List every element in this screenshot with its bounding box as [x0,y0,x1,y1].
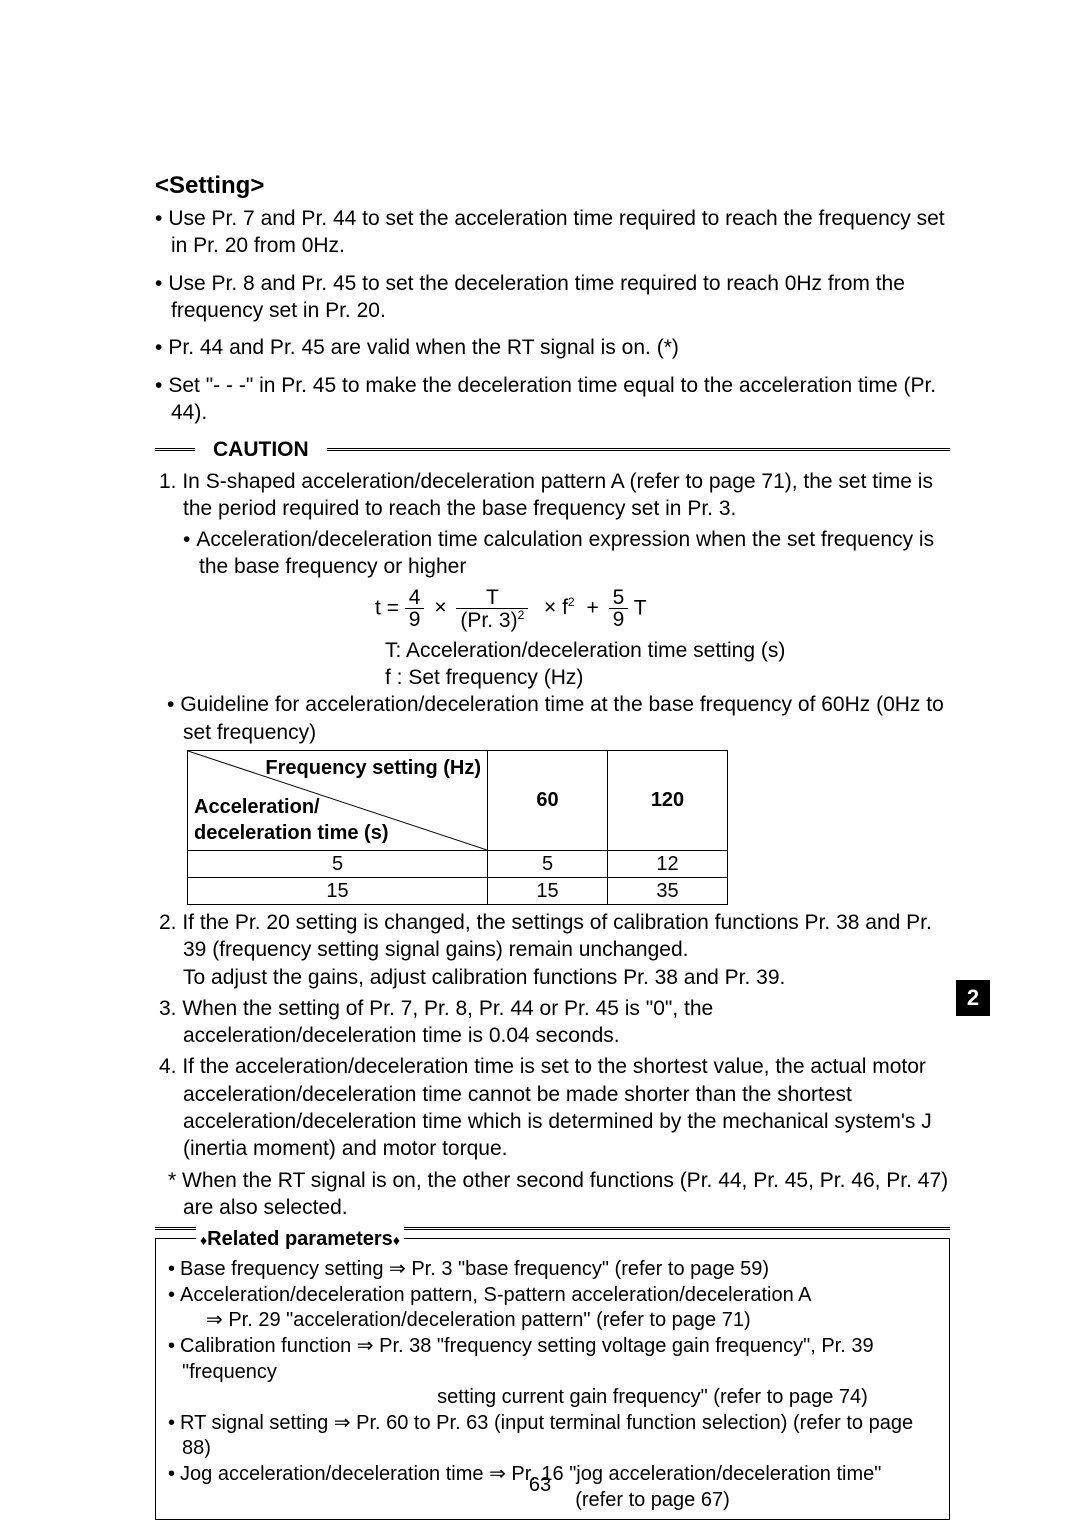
mul-1: × [430,596,450,619]
row-1-cell-1: 35 [608,877,728,904]
frac-2-den: (Pr. 3)2 [456,609,528,631]
related-line: ⇒ Pr. 29 "acceleration/deceleration patt… [166,1308,939,1334]
bullet-4: Set "- - -" in Pr. 45 to make the decele… [155,372,950,427]
related-title: ♦Related parameters♦ [196,1227,404,1253]
table-row: 5 5 12 [188,850,728,877]
frac-2: T (Pr. 3)2 [456,587,528,631]
setting-heading: <Setting> [155,170,950,201]
frac-3-den: 9 [609,609,629,630]
bullet-1: Use Pr. 7 and Pr. 44 to set the accelera… [155,205,950,260]
page-number: 63 [0,1472,1080,1498]
related-line: RT signal setting ⇒ Pr. 60 to Pr. 63 (in… [166,1411,939,1462]
frac-1-den: 9 [405,609,425,630]
formula-note-2: f : Set frequency (Hz) [155,664,950,691]
frac-1-num: 4 [405,587,425,609]
caution-item-1-sub: Acceleration/deceleration time calculati… [155,526,950,581]
col-header-0: 60 [488,750,608,850]
formula-note-1: T: Acceleration/deceleration time settin… [155,637,950,664]
related-line: setting current gain frequency" (refer t… [166,1385,939,1411]
table-header-row: Frequency setting (Hz) Acceleration/ dec… [188,750,728,850]
caution-item-3: 3. When the setting of Pr. 7, Pr. 8, Pr.… [155,995,950,1050]
frac-2-num: T [456,587,528,609]
caution-item-2: 2. If the Pr. 20 setting is changed, the… [155,909,950,991]
caution-rule-left [155,448,195,451]
caution-rule-right [327,448,950,451]
footnote: * When the RT signal is on, the other se… [155,1167,950,1222]
row-0-cell-1: 12 [608,850,728,877]
guideline-table: Frequency setting (Hz) Acceleration/ dec… [187,750,728,905]
row-0-cell-0: 5 [488,850,608,877]
related-line: Acceleration/deceleration pattern, S-pat… [166,1283,939,1309]
row-1-cell-0: 15 [488,877,608,904]
table-row: 15 15 35 [188,877,728,904]
plus: + [586,596,598,619]
formula: t = 4 9 × T (Pr. 3)2 × f2 + 5 9 T [155,587,950,631]
bullet-2: Use Pr. 8 and Pr. 45 to set the decelera… [155,270,950,325]
related-line: Base frequency setting ⇒ Pr. 3 "base fre… [166,1257,939,1283]
mul-2: × f2 [534,596,580,619]
caution-header: CAUTION [155,436,950,463]
caution-item-1: 1. In S-shaped acceleration/deceleration… [155,468,950,523]
formula-lhs: t = [375,596,399,619]
diag-top-label: Frequency setting (Hz) [265,755,481,781]
caution-item-4: 4. If the acceleration/deceleration time… [155,1053,950,1162]
formula-tail: T [634,596,647,619]
frac-3: 5 9 [609,587,629,630]
row-0-label: 5 [188,850,488,877]
related-line: Calibration function ⇒ Pr. 38 "frequency… [166,1334,939,1385]
diag-bot-label: Acceleration/ deceleration time (s) [194,794,389,846]
caution-label: CAUTION [213,436,309,463]
guideline-bullet: Guideline for acceleration/deceleration … [155,691,950,746]
bullet-3: Pr. 44 and Pr. 45 are valid when the RT … [155,334,950,361]
side-tab: 2 [956,980,990,1016]
frac-3-num: 5 [609,587,629,609]
row-1-label: 15 [188,877,488,904]
frac-1: 4 9 [405,587,425,630]
col-header-1: 120 [608,750,728,850]
table-diag-header: Frequency setting (Hz) Acceleration/ dec… [188,750,488,850]
